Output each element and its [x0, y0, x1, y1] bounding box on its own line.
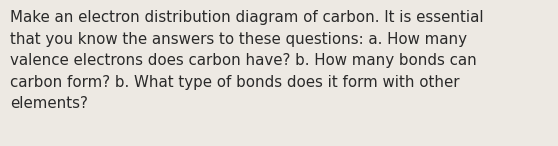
Text: Make an electron distribution diagram of carbon. It is essential
that you know t: Make an electron distribution diagram of…	[10, 10, 484, 111]
